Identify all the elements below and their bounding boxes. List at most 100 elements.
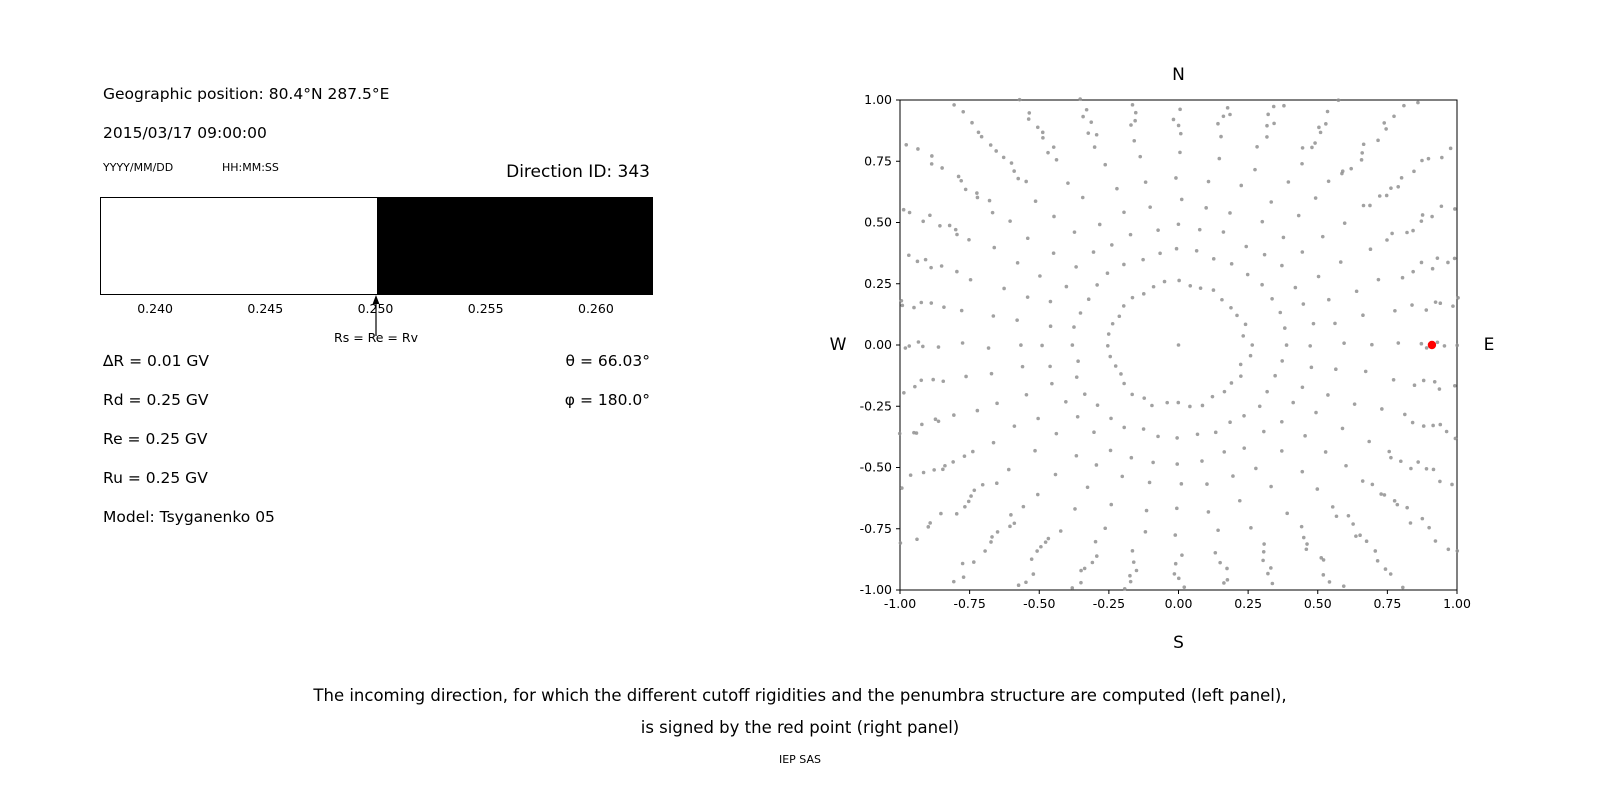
direction-dot [1175,436,1179,440]
direction-dot [1073,507,1077,511]
direction-dot [1311,321,1316,326]
direction-dot [1377,194,1382,198]
direction-dot [1229,305,1233,310]
direction-dot [1271,104,1276,109]
direction-dot [1254,466,1258,471]
direction-dot [1072,230,1077,234]
direction-dot [986,346,991,350]
direction-dot [1048,324,1053,329]
direction-dot [1455,343,1459,348]
direction-dot [1086,131,1091,135]
direction-dot [1433,300,1438,304]
direction-dot [1396,185,1401,189]
direction-dot [923,257,928,262]
direction-dot [1452,383,1457,388]
direction-dot [1300,250,1305,254]
direction-dot [1333,321,1337,326]
direction-dot [1342,341,1346,345]
scatter-svg: -1.00 -0.75 -0.50 -0.25 0.00 0.25 0.50 0.75 1.00… [830,65,1495,653]
direction-dot [1376,138,1380,143]
direction-dot [1361,142,1366,147]
y-tick-label: -0.25 [860,398,892,413]
direction-dot [1176,576,1181,581]
direction-dot [1308,344,1312,348]
direction-dot [960,341,965,345]
compass-label-s: S [1173,633,1184,653]
y-tick-label: -0.75 [860,521,892,536]
direction-dot [989,371,994,376]
direction-dot [1133,110,1138,115]
direction-dot [1430,214,1434,219]
direction-dot [1074,375,1079,379]
direction-dot [1048,299,1053,304]
direction-dot [1313,141,1317,145]
direction-dot [990,210,995,215]
penumbra-tick-label: 0.255 [467,301,504,316]
direction-dot [1033,448,1037,453]
direction-dot [1309,365,1314,370]
direction-dot [1095,403,1100,407]
direction-dot [1315,487,1320,491]
direction-dot [951,460,955,464]
direction-dot [939,264,944,268]
direction-dot [1172,572,1177,576]
direction-dot [1382,493,1387,497]
compass-label-w: W [830,335,847,355]
x-tick-label: 0.00 [1165,596,1193,611]
direction-dot [1382,121,1387,125]
direction-dot [1156,228,1160,232]
direction-dot [1360,151,1364,155]
direction-dot [1368,203,1372,208]
direction-dot [1016,583,1021,588]
direction-dot [1105,344,1110,348]
direction-dot [1211,288,1216,292]
datetime-text: 2015/03/17 09:00:00 [103,124,267,142]
direction-dot [1119,372,1123,376]
direction-dot [966,499,971,504]
direction-dot [1012,424,1017,428]
direction-dot [1385,238,1389,242]
direction-dot [1210,394,1215,399]
direction-dot [1142,396,1147,400]
direction-dot [912,430,916,435]
direction-dot [1235,313,1239,318]
direction-dot [1446,260,1450,265]
x-tick-label: -1.00 [884,596,916,611]
direction-dot [1430,266,1435,271]
direction-dot [1435,340,1440,345]
direction-dot [964,374,968,379]
direction-dot [1399,459,1403,464]
direction-dot [1130,392,1134,397]
direction-dot [1390,231,1394,236]
direction-dot [938,224,942,228]
param-ru: Ru = 0.25 GV [103,469,208,487]
param-delta-r: ∆R = 0.01 GV [103,352,210,370]
direction-dot [916,147,920,151]
direction-dot [1029,557,1034,561]
direction-dot [1093,539,1098,544]
direction-dot [928,213,932,218]
direction-dot [1016,176,1021,181]
direction-dot [1143,530,1148,534]
direction-dot [1040,343,1044,348]
direction-dot [1128,579,1133,584]
direction-dot [975,195,980,200]
direction-dot [1046,150,1050,155]
direction-dot [915,259,920,264]
direction-dot [1411,228,1415,233]
direction-dot [1444,429,1449,434]
direction-dot [1216,121,1220,126]
direction-dot [1424,346,1429,350]
direction-dot [1024,392,1029,397]
penumbra-tick-label: 0.260 [577,301,614,316]
direction-dot [1241,334,1246,338]
direction-dot [1285,511,1289,516]
direction-dot [1453,436,1458,441]
direction-dot [929,162,934,166]
direction-dot [921,470,926,475]
direction-dot [916,340,921,344]
direction-dot [1266,571,1270,576]
direction-dot [954,512,959,516]
direction-dot [1266,112,1270,117]
